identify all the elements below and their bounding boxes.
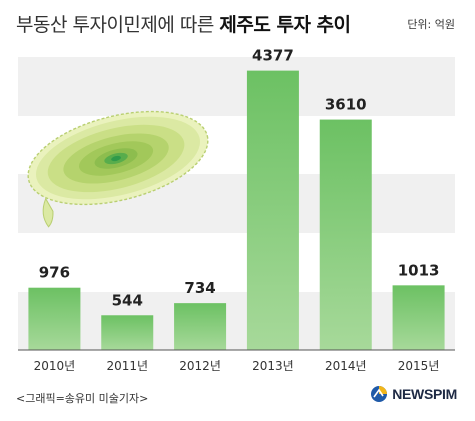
value-label: 3610 — [325, 96, 367, 114]
value-label: 976 — [39, 264, 70, 282]
grid-band — [18, 292, 455, 350]
category-label: 2010년 — [34, 359, 76, 373]
value-label: 734 — [184, 279, 215, 297]
value-label: 544 — [112, 291, 143, 309]
grid-bands — [18, 57, 455, 350]
bar-2013년 — [246, 70, 299, 351]
bar-2012년 — [174, 303, 227, 350]
bars-group — [28, 70, 445, 351]
title-regular: 부동산 투자이민제에 따른 — [16, 14, 214, 36]
category-label: 2013년 — [252, 359, 294, 373]
bar-2011년 — [101, 315, 154, 350]
category-label: 2011년 — [106, 359, 148, 373]
category-label: 2012년 — [179, 359, 221, 373]
chart-header: 부동산 투자이민제에 따른 제주도 투자 추이 단위: 억원 — [0, 0, 475, 46]
newspim-logo-icon — [371, 386, 388, 402]
category-labels-group: 2010년 2011년 2012년 2013년 2014년 2015년 — [34, 359, 440, 373]
chart-title: 부동산 투자이민제에 따른 제주도 투자 추이 — [16, 10, 351, 37]
bar-2010년 — [28, 287, 81, 350]
grid-band — [18, 57, 455, 116]
title-bold: 제주도 투자 추이 — [219, 14, 351, 36]
value-label: 1013 — [398, 261, 440, 279]
bar-2014년 — [319, 119, 372, 351]
newspim-brand[interactable]: NEWSPIM — [370, 385, 457, 403]
category-label: 2015년 — [398, 359, 440, 373]
graphic-credit: <그래픽=송유미 미술기자> — [16, 392, 149, 405]
category-label: 2014년 — [325, 359, 367, 373]
unit-label: 단위: 억원 — [407, 18, 455, 31]
value-labels-group: 976 544 734 4377 3610 1013 — [39, 47, 440, 310]
value-label: 4377 — [252, 47, 294, 65]
bar-2015년 — [392, 285, 445, 350]
brand-name: NEWSPIM — [392, 386, 457, 402]
jeju-island-map — [27, 110, 209, 228]
